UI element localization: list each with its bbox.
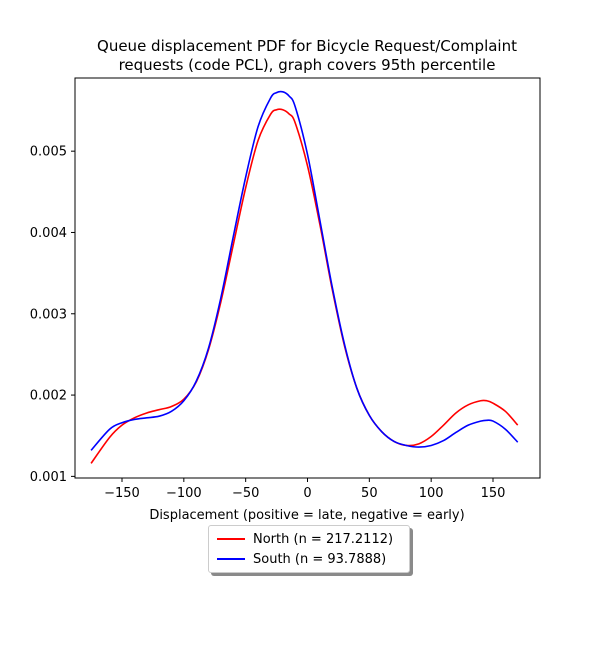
x-tick-label: 100 — [419, 486, 444, 501]
legend: North (n = 217.2112) South (n = 93.7888) — [208, 525, 410, 573]
chart-title-line1: Queue displacement PDF for Bicycle Reque… — [97, 37, 517, 55]
series-line-south — [90, 90, 519, 451]
plot-area: −150 −100 −50 0 50 100 150 0.001 0.002 0.003 0.004… — [30, 77, 541, 501]
legend-swatch-south — [217, 558, 245, 560]
x-axis-label: Displacement (positive = late, negative … — [149, 508, 464, 523]
chart-title-line2: requests (code PCL), graph covers 95th p… — [119, 56, 496, 74]
x-tick-label: −100 — [166, 486, 202, 501]
y-tick-label: 0.004 — [30, 226, 67, 241]
legend-label-south: South (n = 93.7888) — [253, 551, 387, 567]
legend-item-south: South (n = 93.7888) — [217, 550, 386, 568]
x-tick-label: 150 — [481, 486, 506, 501]
legend-item-north: North (n = 217.2112) — [217, 530, 393, 548]
y-tick-label: 0.002 — [30, 389, 67, 404]
x-tick-label: 50 — [361, 486, 378, 501]
y-tick-label: 0.005 — [30, 145, 67, 160]
y-tick-label: 0.003 — [30, 307, 67, 322]
legend-swatch-north — [217, 538, 245, 540]
x-tick-label: 0 — [303, 486, 311, 501]
x-tick-label: −150 — [104, 486, 140, 501]
y-tick-label: 0.001 — [30, 470, 67, 485]
x-tick-label: −50 — [232, 486, 259, 501]
legend-label-north: North (n = 217.2112) — [253, 531, 394, 547]
series-line-north — [90, 108, 519, 464]
